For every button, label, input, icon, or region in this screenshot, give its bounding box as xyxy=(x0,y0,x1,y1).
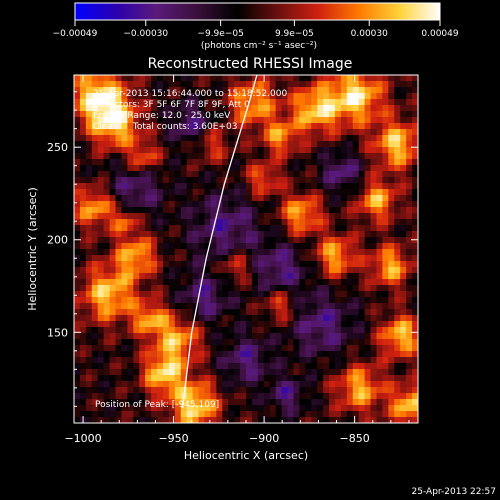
y-tick-label: 250 xyxy=(47,141,68,154)
annotation-detectors: Detectors: 3F 5F 6F 7F 8F 9F, Att 0 xyxy=(93,100,250,110)
x-tick-label: −1000 xyxy=(64,432,101,445)
colorbar-tick-label: −0.00030 xyxy=(123,29,168,39)
colorbar-tick-label: −0.00049 xyxy=(53,29,98,39)
footer-timestamp: 25-Apr-2013 22:57 xyxy=(412,487,496,497)
colorbar-tick-label: 9.9e−05 xyxy=(275,29,314,39)
x-tick-label: −950 xyxy=(158,432,188,445)
colorbar-unit-label: (photons cm⁻² s⁻¹ asec⁻²) xyxy=(201,41,317,51)
colorbar-ticks xyxy=(74,20,441,26)
y-axis-ticks: 150 200 250 xyxy=(47,91,418,407)
colorbar-tick-label: 0.00030 xyxy=(351,29,388,39)
y-axis-title: Heliocentric Y (arcsec) xyxy=(26,187,39,311)
colorbar-tick-label: 0.00049 xyxy=(421,29,458,39)
x-tick-label: −900 xyxy=(249,432,279,445)
solar-limb-curve xyxy=(181,75,258,409)
y-tick-label: 150 xyxy=(47,326,68,339)
annotation-clean-counts: Clean Total counts: 3.60E+03 xyxy=(93,122,237,132)
annotation-energy-range: Energy Range: 12.0 - 25.0 keV xyxy=(93,111,231,121)
chart-title: Reconstructed RHESSI Image xyxy=(148,56,353,72)
colorbar-tick-labels: −0.00049 −0.00030 −9.9e−05 9.9e−05 0.00030 0.… xyxy=(53,29,459,39)
annotation-peak-position: Position of Peak: [-945,109] xyxy=(95,400,219,410)
x-axis-ticks: −1000 −950 −900 −850 xyxy=(64,75,410,445)
x-tick-label: −850 xyxy=(340,432,370,445)
heatmap-image xyxy=(74,75,418,423)
annotation-time-range: 25-Apr-2013 15:16:44.000 to 15:18:52.000 xyxy=(93,89,287,99)
colorbar-tick-label: −9.9e−05 xyxy=(197,29,243,39)
colorbar xyxy=(74,2,441,21)
x-axis-title: Heliocentric X (arcsec) xyxy=(184,449,308,462)
y-tick-label: 200 xyxy=(47,234,68,247)
